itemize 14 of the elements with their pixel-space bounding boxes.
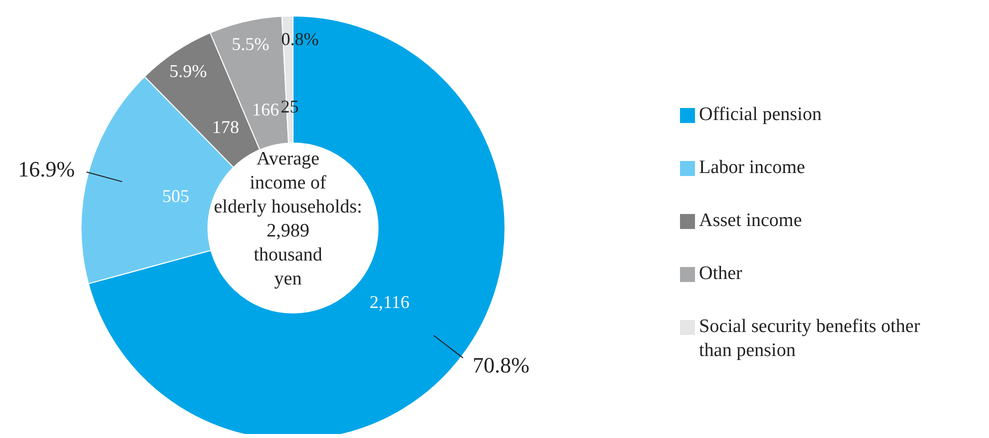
- data-label: 178: [212, 116, 240, 137]
- data-label: 166: [252, 100, 280, 120]
- text: 70.8%: [472, 352, 530, 378]
- data-label: 2,116: [370, 292, 410, 312]
- text: 5.9%: [169, 60, 207, 81]
- legend-label: Other: [699, 262, 742, 286]
- text: Average income of elderly households: 2,989 thousand yen: [214, 148, 362, 290]
- legend-label: Labor income: [699, 156, 806, 180]
- text: 16.9%: [18, 156, 75, 182]
- legend-label: Social security benefits other than pension: [699, 315, 922, 363]
- text: 5.5%: [232, 34, 270, 54]
- legend-label: Official pension: [699, 103, 822, 127]
- legend-label: Asset income: [699, 209, 802, 233]
- data-label: 505: [162, 186, 190, 206]
